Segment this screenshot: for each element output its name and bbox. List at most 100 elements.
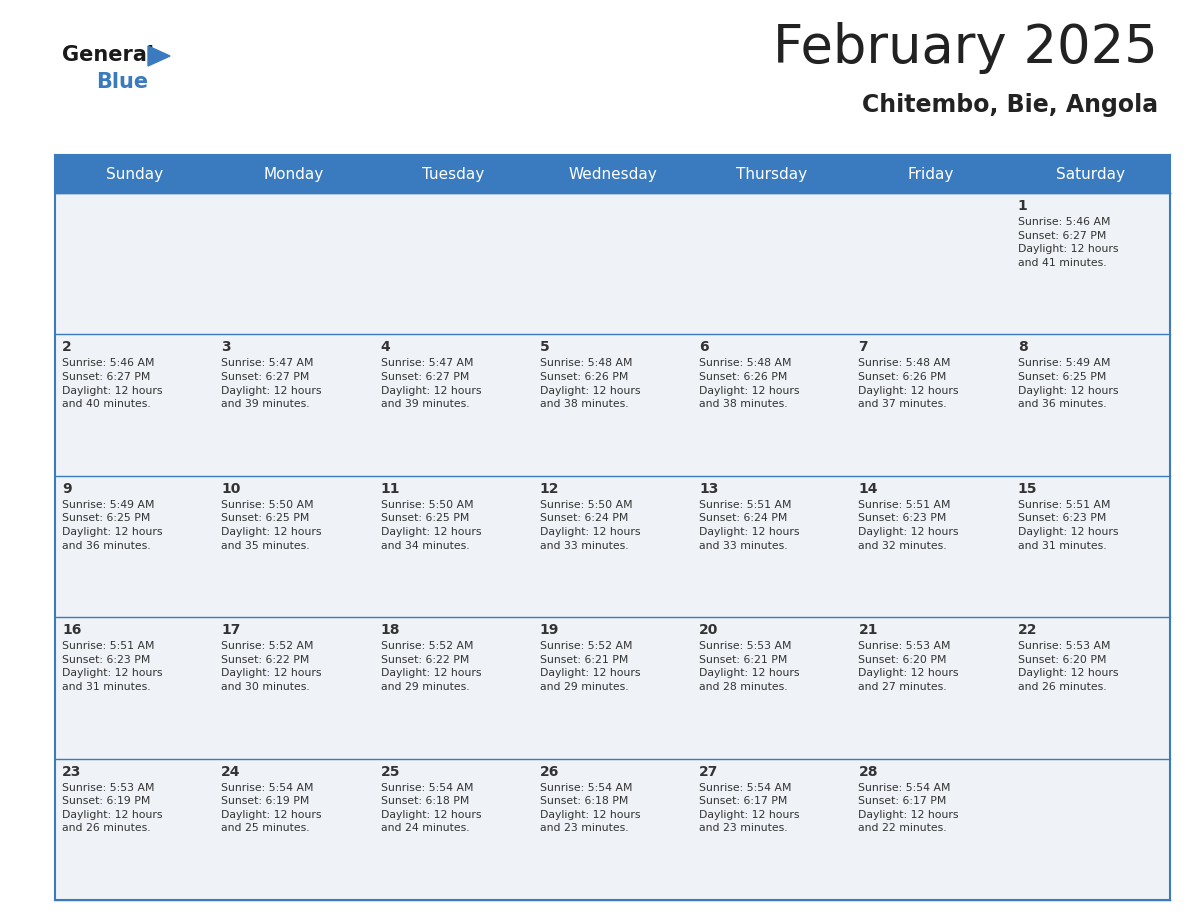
Bar (1011, 334, 1170, 476)
Bar (55, 758, 214, 900)
Text: 10: 10 (221, 482, 241, 496)
Text: Sunrise: 5:51 AM
Sunset: 6:23 PM
Daylight: 12 hours
and 31 minutes.: Sunrise: 5:51 AM Sunset: 6:23 PM Dayligh… (1018, 499, 1118, 551)
Text: 13: 13 (700, 482, 719, 496)
Text: 17: 17 (221, 623, 241, 637)
Bar (852, 334, 1011, 476)
Text: Chitembo, Bie, Angola: Chitembo, Bie, Angola (861, 93, 1158, 117)
Text: Sunrise: 5:46 AM
Sunset: 6:27 PM
Daylight: 12 hours
and 41 minutes.: Sunrise: 5:46 AM Sunset: 6:27 PM Dayligh… (1018, 217, 1118, 268)
Text: 2: 2 (62, 341, 71, 354)
Text: Sunrise: 5:51 AM
Sunset: 6:23 PM
Daylight: 12 hours
and 31 minutes.: Sunrise: 5:51 AM Sunset: 6:23 PM Dayligh… (62, 641, 163, 692)
Text: 1: 1 (1018, 199, 1028, 213)
Bar (1011, 193, 1170, 334)
Text: 22: 22 (1018, 623, 1037, 637)
Bar (693, 758, 852, 900)
Bar (533, 334, 693, 476)
Text: Sunrise: 5:54 AM
Sunset: 6:18 PM
Daylight: 12 hours
and 24 minutes.: Sunrise: 5:54 AM Sunset: 6:18 PM Dayligh… (380, 783, 481, 834)
Bar (373, 617, 533, 758)
Text: Sunrise: 5:54 AM
Sunset: 6:19 PM
Daylight: 12 hours
and 25 minutes.: Sunrise: 5:54 AM Sunset: 6:19 PM Dayligh… (221, 783, 322, 834)
Text: Sunrise: 5:54 AM
Sunset: 6:17 PM
Daylight: 12 hours
and 23 minutes.: Sunrise: 5:54 AM Sunset: 6:17 PM Dayligh… (700, 783, 800, 834)
Text: 24: 24 (221, 765, 241, 778)
Text: Sunrise: 5:48 AM
Sunset: 6:26 PM
Daylight: 12 hours
and 38 minutes.: Sunrise: 5:48 AM Sunset: 6:26 PM Dayligh… (539, 358, 640, 409)
Bar (373, 476, 533, 617)
Text: 21: 21 (859, 623, 878, 637)
Bar (693, 193, 852, 334)
Text: 26: 26 (539, 765, 560, 778)
Text: Sunrise: 5:53 AM
Sunset: 6:20 PM
Daylight: 12 hours
and 26 minutes.: Sunrise: 5:53 AM Sunset: 6:20 PM Dayligh… (1018, 641, 1118, 692)
Bar (533, 476, 693, 617)
Text: Sunrise: 5:53 AM
Sunset: 6:20 PM
Daylight: 12 hours
and 27 minutes.: Sunrise: 5:53 AM Sunset: 6:20 PM Dayligh… (859, 641, 959, 692)
Text: 8: 8 (1018, 341, 1028, 354)
Bar (214, 617, 373, 758)
Text: 27: 27 (700, 765, 719, 778)
Text: February 2025: February 2025 (773, 22, 1158, 74)
Bar (214, 758, 373, 900)
Text: Sunrise: 5:49 AM
Sunset: 6:25 PM
Daylight: 12 hours
and 36 minutes.: Sunrise: 5:49 AM Sunset: 6:25 PM Dayligh… (1018, 358, 1118, 409)
Bar (852, 617, 1011, 758)
Bar (852, 758, 1011, 900)
Bar (852, 193, 1011, 334)
Text: 18: 18 (380, 623, 400, 637)
Text: Sunrise: 5:49 AM
Sunset: 6:25 PM
Daylight: 12 hours
and 36 minutes.: Sunrise: 5:49 AM Sunset: 6:25 PM Dayligh… (62, 499, 163, 551)
Text: 11: 11 (380, 482, 400, 496)
Text: 25: 25 (380, 765, 400, 778)
Text: Friday: Friday (908, 166, 954, 182)
Bar (533, 758, 693, 900)
Polygon shape (148, 46, 170, 66)
Text: Sunrise: 5:54 AM
Sunset: 6:18 PM
Daylight: 12 hours
and 23 minutes.: Sunrise: 5:54 AM Sunset: 6:18 PM Dayligh… (539, 783, 640, 834)
Text: Sunrise: 5:46 AM
Sunset: 6:27 PM
Daylight: 12 hours
and 40 minutes.: Sunrise: 5:46 AM Sunset: 6:27 PM Dayligh… (62, 358, 163, 409)
Text: 16: 16 (62, 623, 81, 637)
Bar (373, 193, 533, 334)
Bar (55, 334, 214, 476)
Bar (533, 617, 693, 758)
Text: 12: 12 (539, 482, 560, 496)
Bar (373, 758, 533, 900)
Text: Sunrise: 5:48 AM
Sunset: 6:26 PM
Daylight: 12 hours
and 37 minutes.: Sunrise: 5:48 AM Sunset: 6:26 PM Dayligh… (859, 358, 959, 409)
Bar (55, 476, 214, 617)
Bar (693, 334, 852, 476)
Text: 28: 28 (859, 765, 878, 778)
Bar (693, 476, 852, 617)
Bar (55, 193, 214, 334)
Text: 7: 7 (859, 341, 868, 354)
Text: 9: 9 (62, 482, 71, 496)
Text: 23: 23 (62, 765, 81, 778)
Bar (55, 155, 1170, 193)
Bar (1011, 476, 1170, 617)
Text: 14: 14 (859, 482, 878, 496)
Text: Sunrise: 5:50 AM
Sunset: 6:24 PM
Daylight: 12 hours
and 33 minutes.: Sunrise: 5:50 AM Sunset: 6:24 PM Dayligh… (539, 499, 640, 551)
Text: 6: 6 (700, 341, 709, 354)
Text: Sunrise: 5:47 AM
Sunset: 6:27 PM
Daylight: 12 hours
and 39 minutes.: Sunrise: 5:47 AM Sunset: 6:27 PM Dayligh… (380, 358, 481, 409)
Text: Sunrise: 5:50 AM
Sunset: 6:25 PM
Daylight: 12 hours
and 34 minutes.: Sunrise: 5:50 AM Sunset: 6:25 PM Dayligh… (380, 499, 481, 551)
Text: 20: 20 (700, 623, 719, 637)
Text: General: General (62, 45, 154, 65)
Text: 4: 4 (380, 341, 391, 354)
Text: Monday: Monday (264, 166, 324, 182)
Text: Sunrise: 5:53 AM
Sunset: 6:19 PM
Daylight: 12 hours
and 26 minutes.: Sunrise: 5:53 AM Sunset: 6:19 PM Dayligh… (62, 783, 163, 834)
Text: Sunday: Sunday (106, 166, 163, 182)
Bar (55, 617, 214, 758)
Text: Blue: Blue (96, 72, 148, 92)
Text: Sunrise: 5:50 AM
Sunset: 6:25 PM
Daylight: 12 hours
and 35 minutes.: Sunrise: 5:50 AM Sunset: 6:25 PM Dayligh… (221, 499, 322, 551)
Text: Sunrise: 5:52 AM
Sunset: 6:22 PM
Daylight: 12 hours
and 29 minutes.: Sunrise: 5:52 AM Sunset: 6:22 PM Dayligh… (380, 641, 481, 692)
Text: Sunrise: 5:51 AM
Sunset: 6:24 PM
Daylight: 12 hours
and 33 minutes.: Sunrise: 5:51 AM Sunset: 6:24 PM Dayligh… (700, 499, 800, 551)
Text: 15: 15 (1018, 482, 1037, 496)
Text: 19: 19 (539, 623, 560, 637)
Text: Sunrise: 5:52 AM
Sunset: 6:22 PM
Daylight: 12 hours
and 30 minutes.: Sunrise: 5:52 AM Sunset: 6:22 PM Dayligh… (221, 641, 322, 692)
Bar (214, 476, 373, 617)
Text: Sunrise: 5:54 AM
Sunset: 6:17 PM
Daylight: 12 hours
and 22 minutes.: Sunrise: 5:54 AM Sunset: 6:17 PM Dayligh… (859, 783, 959, 834)
Text: Sunrise: 5:53 AM
Sunset: 6:21 PM
Daylight: 12 hours
and 28 minutes.: Sunrise: 5:53 AM Sunset: 6:21 PM Dayligh… (700, 641, 800, 692)
Bar (533, 193, 693, 334)
Bar (1011, 617, 1170, 758)
Text: Sunrise: 5:48 AM
Sunset: 6:26 PM
Daylight: 12 hours
and 38 minutes.: Sunrise: 5:48 AM Sunset: 6:26 PM Dayligh… (700, 358, 800, 409)
Text: Sunrise: 5:52 AM
Sunset: 6:21 PM
Daylight: 12 hours
and 29 minutes.: Sunrise: 5:52 AM Sunset: 6:21 PM Dayligh… (539, 641, 640, 692)
Text: Tuesday: Tuesday (422, 166, 485, 182)
Text: Sunrise: 5:51 AM
Sunset: 6:23 PM
Daylight: 12 hours
and 32 minutes.: Sunrise: 5:51 AM Sunset: 6:23 PM Dayligh… (859, 499, 959, 551)
Bar (214, 334, 373, 476)
Bar (852, 476, 1011, 617)
Text: Wednesday: Wednesday (568, 166, 657, 182)
Bar (214, 193, 373, 334)
Text: Thursday: Thursday (737, 166, 808, 182)
Bar (373, 334, 533, 476)
Bar (1011, 758, 1170, 900)
Bar (693, 617, 852, 758)
